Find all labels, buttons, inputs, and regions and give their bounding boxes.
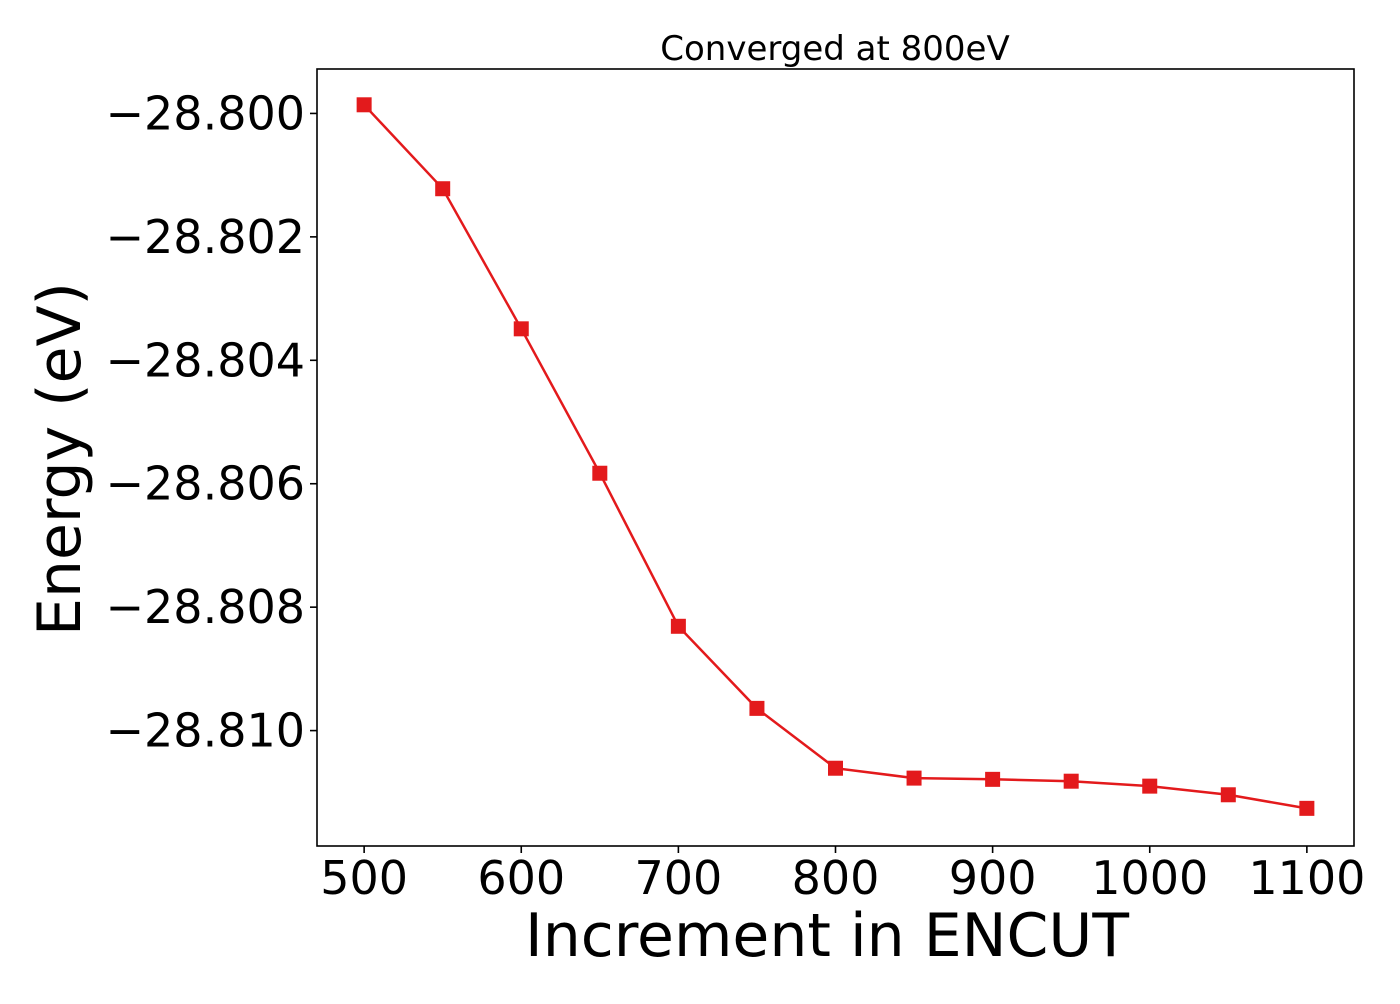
- data-point-marker: [592, 465, 608, 481]
- data-point-marker: [828, 760, 843, 776]
- x-axis-label: Increment in ENCUT: [525, 901, 1129, 971]
- x-tick-label: 1000: [1091, 851, 1208, 905]
- y-tick-label: −28.806: [106, 457, 306, 511]
- series-line: [363, 103, 1308, 810]
- x-tick-label: 900: [949, 851, 1037, 905]
- data-point-marker: [1063, 773, 1079, 789]
- data-point-marker: [1299, 800, 1315, 816]
- data-point-marker: [356, 97, 372, 113]
- y-tick-label: −28.804: [106, 333, 306, 387]
- y-axis-label: Energy (eV): [25, 282, 95, 636]
- chart-title: Converged at 800eV: [660, 29, 1009, 69]
- y-tick-label: −28.802: [106, 210, 306, 264]
- x-tick-label: 500: [320, 851, 408, 905]
- plot-area: 500 600 700 800 900 1000 1100 −28.800 −28.802 −28…: [106, 68, 1365, 905]
- x-tick-label: 800: [792, 851, 880, 905]
- data-point-marker: [906, 770, 922, 786]
- x-tick-label: 1100: [1248, 851, 1365, 905]
- x-tick-label: 700: [634, 851, 722, 905]
- data-point-marker: [435, 181, 451, 197]
- data-point-marker: [985, 771, 1001, 787]
- data-point-marker: [1142, 778, 1158, 794]
- y-tick-label: −28.808: [106, 580, 306, 634]
- data-point-marker: [670, 618, 686, 634]
- plot-frame: [316, 68, 1355, 847]
- data-point-marker: [1220, 787, 1236, 803]
- y-tick-label: −28.810: [106, 704, 306, 758]
- data-point-marker: [513, 321, 529, 337]
- data-point-marker: [749, 700, 765, 716]
- y-tick-label: −28.800: [106, 86, 306, 140]
- x-tick-label: 600: [477, 851, 565, 905]
